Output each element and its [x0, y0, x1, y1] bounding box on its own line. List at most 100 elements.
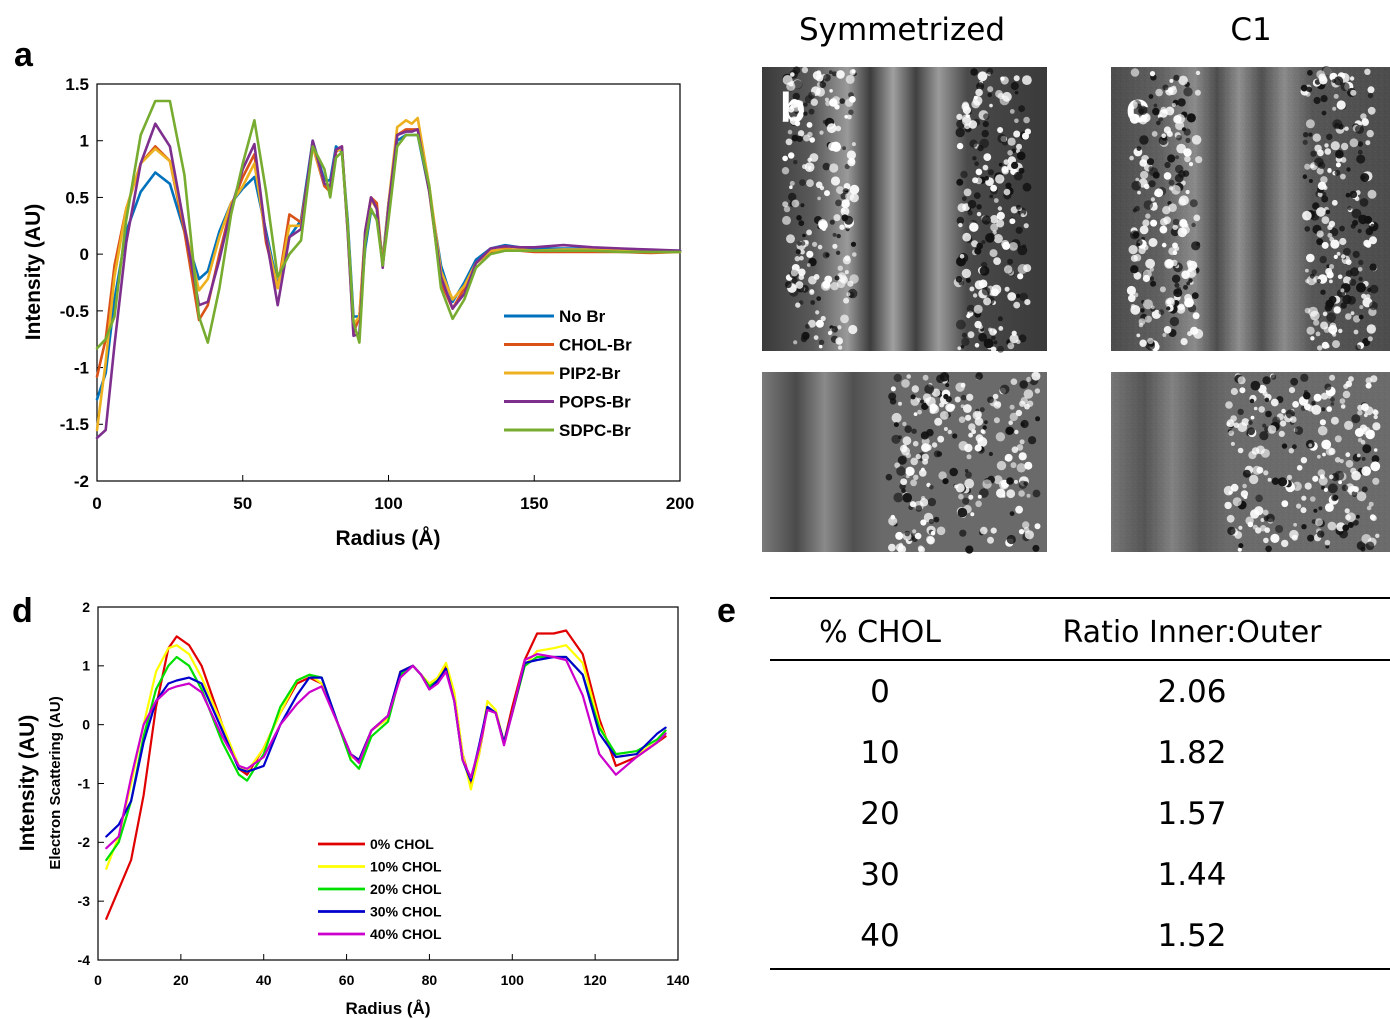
density-blob [1169, 316, 1180, 327]
density-blob [809, 289, 815, 295]
density-blob [1367, 189, 1377, 199]
density-blob [981, 240, 986, 245]
density-blob [997, 133, 1007, 144]
density-blob [924, 384, 935, 395]
density-blob [929, 484, 934, 490]
density-blob [943, 427, 948, 431]
density-blob [956, 113, 963, 120]
density-blob [844, 270, 849, 275]
density-blob [1356, 514, 1360, 519]
density-blob [1321, 439, 1332, 450]
density-blob [902, 421, 907, 427]
density-blob [1247, 427, 1255, 436]
density-blob [1301, 524, 1307, 530]
density-blob [989, 103, 993, 108]
density-blob [1179, 219, 1188, 228]
density-blob [1340, 157, 1347, 163]
density-blob [1324, 143, 1329, 148]
density-blob [1015, 505, 1023, 514]
density-blob [1169, 78, 1174, 83]
density-blob [1358, 259, 1364, 266]
density-blob [949, 467, 958, 477]
density-blob [847, 288, 858, 299]
density-blob [979, 488, 989, 498]
density-blob [1139, 159, 1147, 167]
density-blob [1185, 137, 1191, 143]
density-blob [810, 98, 818, 106]
density-blob [816, 296, 822, 301]
density-blob [1035, 416, 1041, 422]
density-blob [975, 372, 983, 380]
density-blob [1000, 76, 1005, 81]
density-blob [968, 494, 974, 500]
density-blob [1331, 494, 1338, 502]
density-blob [1330, 416, 1339, 425]
density-blob [1321, 195, 1329, 203]
density-blob [1019, 292, 1028, 302]
density-blob [1260, 518, 1265, 522]
density-blob [1338, 124, 1344, 130]
density-blob [803, 111, 808, 116]
density-blob [1007, 342, 1015, 350]
density-blob [1024, 403, 1030, 410]
density-blob [955, 127, 965, 138]
density-blob [1343, 247, 1351, 256]
density-blob [962, 497, 970, 505]
table-cell-chol: 30 [860, 857, 899, 893]
density-blob [829, 219, 835, 225]
legend-label: 0% CHOL [370, 836, 434, 852]
density-blob [1338, 328, 1343, 334]
density-blob [844, 163, 850, 170]
table-cell-ratio: 1.52 [1157, 918, 1226, 954]
density-blob [974, 247, 982, 255]
density-blob [1325, 544, 1330, 549]
density-blob [983, 297, 992, 306]
density-blob [1006, 426, 1015, 435]
density-blob [996, 460, 1007, 471]
density-blob [1355, 344, 1362, 351]
density-blob [1171, 102, 1176, 108]
density-blob [1373, 409, 1379, 416]
density-blob [1181, 225, 1190, 235]
density-blob [1003, 159, 1010, 165]
density-blob [982, 121, 989, 128]
density-blob [804, 162, 815, 173]
density-blob [1358, 314, 1364, 320]
density-blob [818, 220, 828, 230]
density-blob [1149, 276, 1155, 281]
table-cell-ratio: 1.44 [1157, 857, 1226, 893]
density-blob [1228, 430, 1235, 436]
density-blob [846, 150, 857, 160]
density-blob [1364, 215, 1373, 224]
density-blob [1139, 339, 1147, 347]
density-blob [997, 206, 1003, 211]
density-blob [1158, 116, 1163, 122]
density-blob [965, 471, 972, 479]
density-blob [1329, 279, 1333, 284]
density-blob [1233, 422, 1240, 429]
density-blob [789, 185, 793, 189]
density-blob [954, 484, 959, 489]
density-blob [912, 529, 917, 534]
density-blob [939, 372, 950, 382]
density-blob [1140, 308, 1145, 313]
density-blob [1291, 534, 1298, 541]
density-blob [1001, 240, 1010, 248]
density-blob [1345, 270, 1353, 277]
density-blob [799, 255, 804, 261]
density-blob [986, 68, 994, 75]
density-blob [791, 134, 799, 142]
density-blob [984, 420, 988, 425]
density-blob [1358, 276, 1363, 282]
density-blob [1242, 469, 1251, 478]
density-blob [960, 404, 965, 409]
density-blob [823, 74, 831, 82]
density-blob [1310, 164, 1315, 169]
density-blob [1168, 203, 1177, 212]
y-tick-label: -2 [78, 834, 91, 850]
density-blob [1324, 539, 1331, 546]
density-blob [902, 436, 912, 446]
density-blob [1008, 420, 1013, 426]
density-blob [1185, 189, 1190, 195]
density-blob [817, 244, 823, 250]
